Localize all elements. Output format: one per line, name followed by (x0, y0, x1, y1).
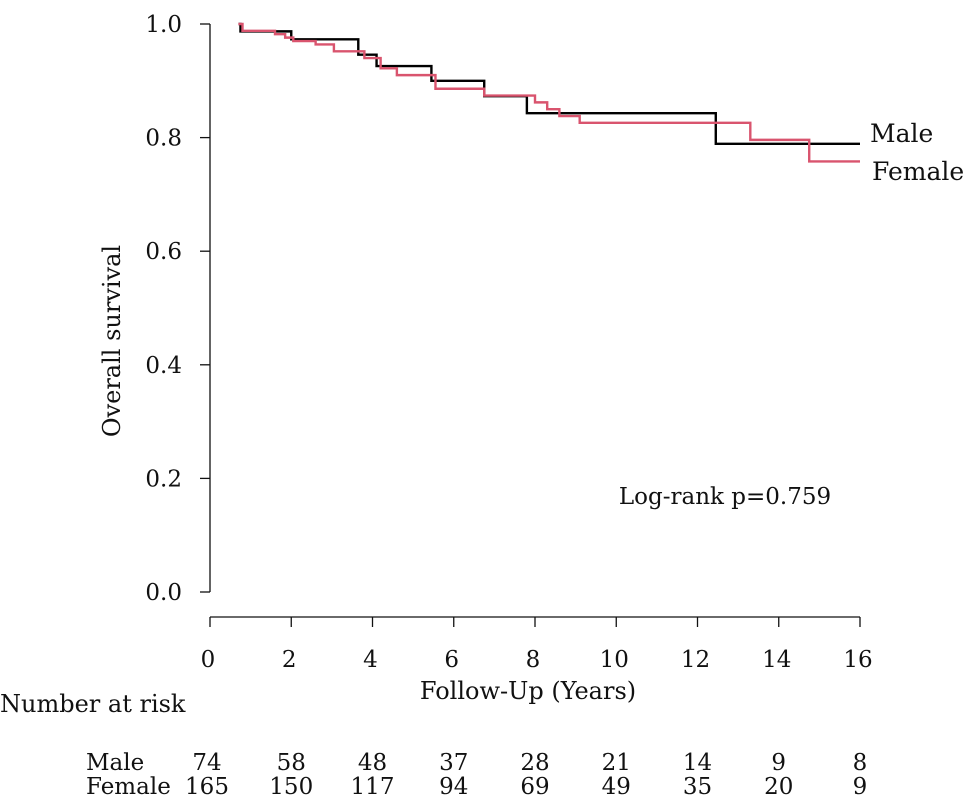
survival-curve-female (238, 22, 860, 163)
y-tick-label: 0.0 (145, 580, 182, 606)
x-axis-title: Follow-Up (Years) (420, 677, 636, 705)
y-tick-label: 0.6 (145, 239, 182, 265)
risk-count-male: 14 (683, 750, 712, 776)
y-axis-title: Overall survival (98, 245, 126, 437)
y-tick-label: 0.2 (145, 466, 182, 492)
x-tick-label: 10 (600, 647, 629, 673)
risk-table-title: Number at risk (0, 690, 186, 718)
risk-row-label-male: Male (86, 750, 144, 776)
x-tick-label: 4 (363, 647, 378, 673)
risk-count-male: 58 (277, 750, 306, 776)
risk-count-female: 69 (520, 774, 549, 800)
risk-count-male: 48 (358, 750, 387, 776)
risk-count-male: 74 (192, 750, 221, 776)
risk-count-male: 21 (602, 750, 631, 776)
risk-count-female: 150 (269, 774, 313, 800)
y-ticks: 0.0 0.2 0.4 0.6 0.8 1.0 (145, 12, 210, 606)
x-tick-label: 6 (444, 647, 459, 673)
y-tick-label: 0.4 (145, 353, 182, 379)
risk-count-female: 9 (853, 774, 868, 800)
x-tick-label: 2 (282, 647, 297, 673)
x-tick-label: 8 (526, 647, 541, 673)
risk-count-female: 94 (439, 774, 468, 800)
risk-count-male: 8 (853, 750, 868, 776)
risk-count-female: 117 (351, 774, 395, 800)
y-tick-label: 1.0 (145, 12, 182, 38)
risk-row-label-female: Female (86, 774, 171, 800)
axes: 0.0 0.2 0.4 0.6 0.8 1.0 0 2 4 6 8 10 12 14 16 (145, 12, 872, 673)
risk-count-male: 28 (520, 750, 549, 776)
risk-count-male: 9 (771, 750, 786, 776)
survival-curve-male (238, 22, 860, 146)
risk-table: Number at risk Male 74 58 48 37 28 21 14 9 8Femal… (0, 690, 867, 800)
series-layer (238, 22, 860, 163)
x-tick-label: 12 (681, 647, 710, 673)
risk-count-female: 49 (602, 774, 631, 800)
x-tick-label: 14 (762, 647, 791, 673)
risk-count-female: 165 (185, 774, 229, 800)
logrank-annotation: Log-rank p=0.759 (619, 484, 831, 510)
x-ticks: 0 2 4 6 8 10 12 14 16 (201, 617, 873, 673)
x-tick-label: 0 (201, 647, 216, 673)
y-tick-label: 0.8 (145, 126, 182, 152)
risk-count-male: 37 (439, 750, 468, 776)
legend: Male Female (870, 119, 964, 186)
x-tick-label: 16 (843, 647, 872, 673)
legend-label-male: Male (870, 119, 933, 148)
legend-label-female: Female (872, 157, 964, 186)
risk-count-female: 20 (764, 774, 793, 800)
risk-count-female: 35 (683, 774, 712, 800)
